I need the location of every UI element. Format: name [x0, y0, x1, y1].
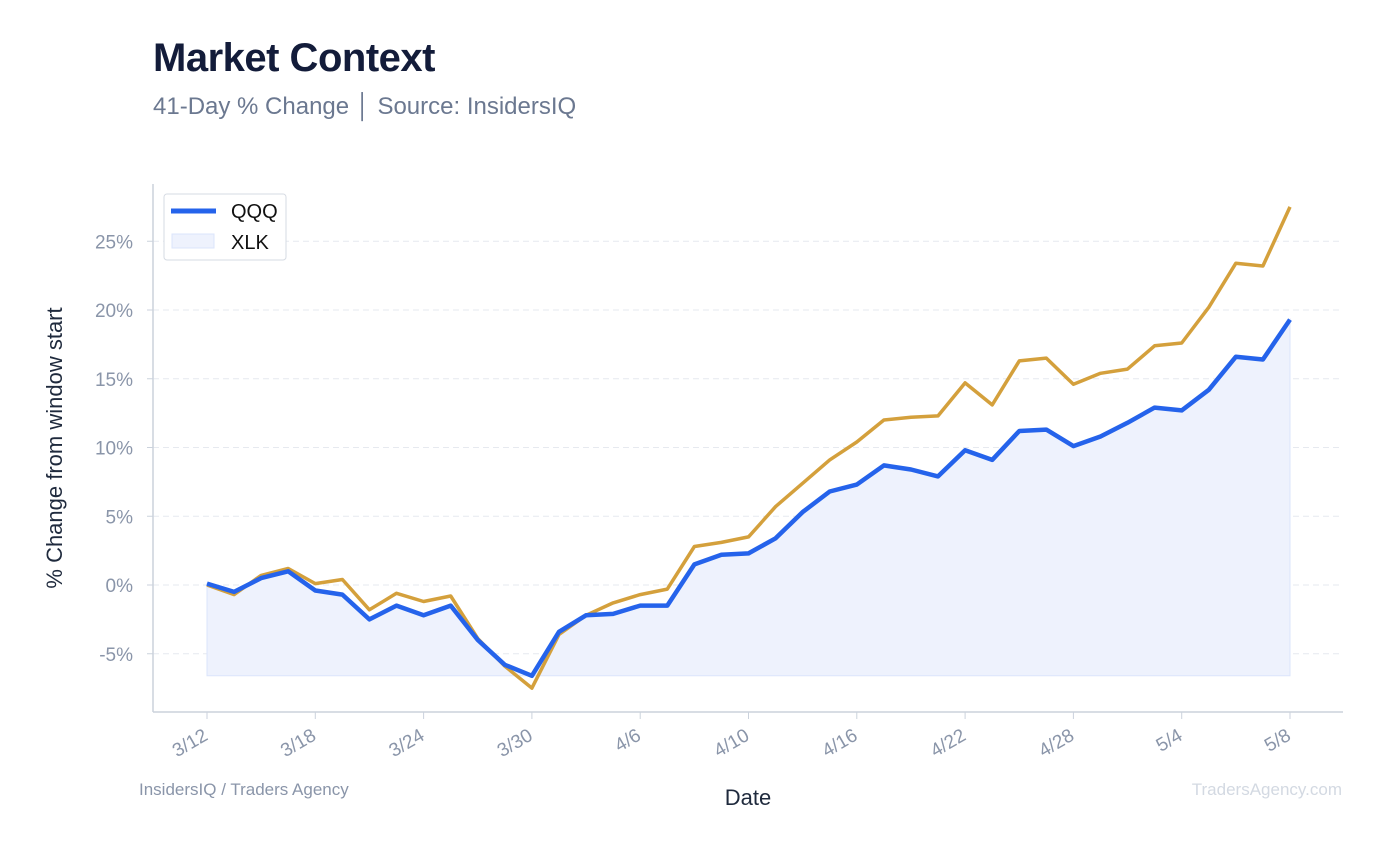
qqq-area-fill	[206, 317, 1291, 677]
x-tick-label: 3/12	[169, 725, 212, 762]
y-tick-label: 20%	[95, 301, 133, 322]
y-tick-label: 10%	[95, 439, 133, 460]
qqq-series-line	[206, 318, 1292, 679]
legend: QQQ XLK	[163, 193, 287, 261]
x-tick-label: 4/22	[927, 725, 970, 762]
x-tick-label: 4/6	[611, 725, 644, 756]
x-tick-label: 5/8	[1261, 725, 1294, 756]
y-axis-label: % Change from window start	[42, 307, 67, 588]
legend-xlk-label: XLK	[231, 232, 269, 254]
x-tick-label: 4/16	[819, 725, 862, 762]
xlk-series-line	[206, 206, 1292, 690]
x-tick-label: 3/24	[386, 725, 429, 762]
chart-title: Market Context	[153, 36, 435, 80]
y-tick-label: -5%	[99, 645, 133, 666]
x-tick-label: 4/10	[710, 725, 753, 762]
y-tick-label: 5%	[106, 507, 134, 528]
y-tick-label: 15%	[95, 370, 133, 391]
y-tick-label: 0%	[106, 576, 134, 597]
y-tick-label: 25%	[95, 232, 133, 253]
x-tick-labels: 3/12 3/18 3/24 3/30 4/6 4/10 4/16 4/22 4/28 5/4 5/…	[169, 712, 1295, 762]
x-tick-label: 5/4	[1153, 725, 1187, 757]
legend-qqq-label: QQQ	[231, 201, 278, 223]
legend-xlk-swatch	[171, 233, 215, 249]
x-axis-label: Date	[725, 785, 771, 810]
footer-watermark: TradersAgency.com	[1191, 780, 1342, 799]
footer-credit: InsidersIQ / Traders Agency	[139, 780, 349, 799]
x-tick-label: 4/28	[1035, 725, 1078, 762]
chart-subtitle: 41-Day % Change │ Source: InsidersIQ	[153, 93, 577, 120]
x-tick-label: 3/30	[494, 725, 537, 762]
x-tick-label: 3/18	[277, 725, 320, 762]
y-tick-labels: -5% 0% 5% 10% 15% 20% 25%	[95, 232, 153, 666]
